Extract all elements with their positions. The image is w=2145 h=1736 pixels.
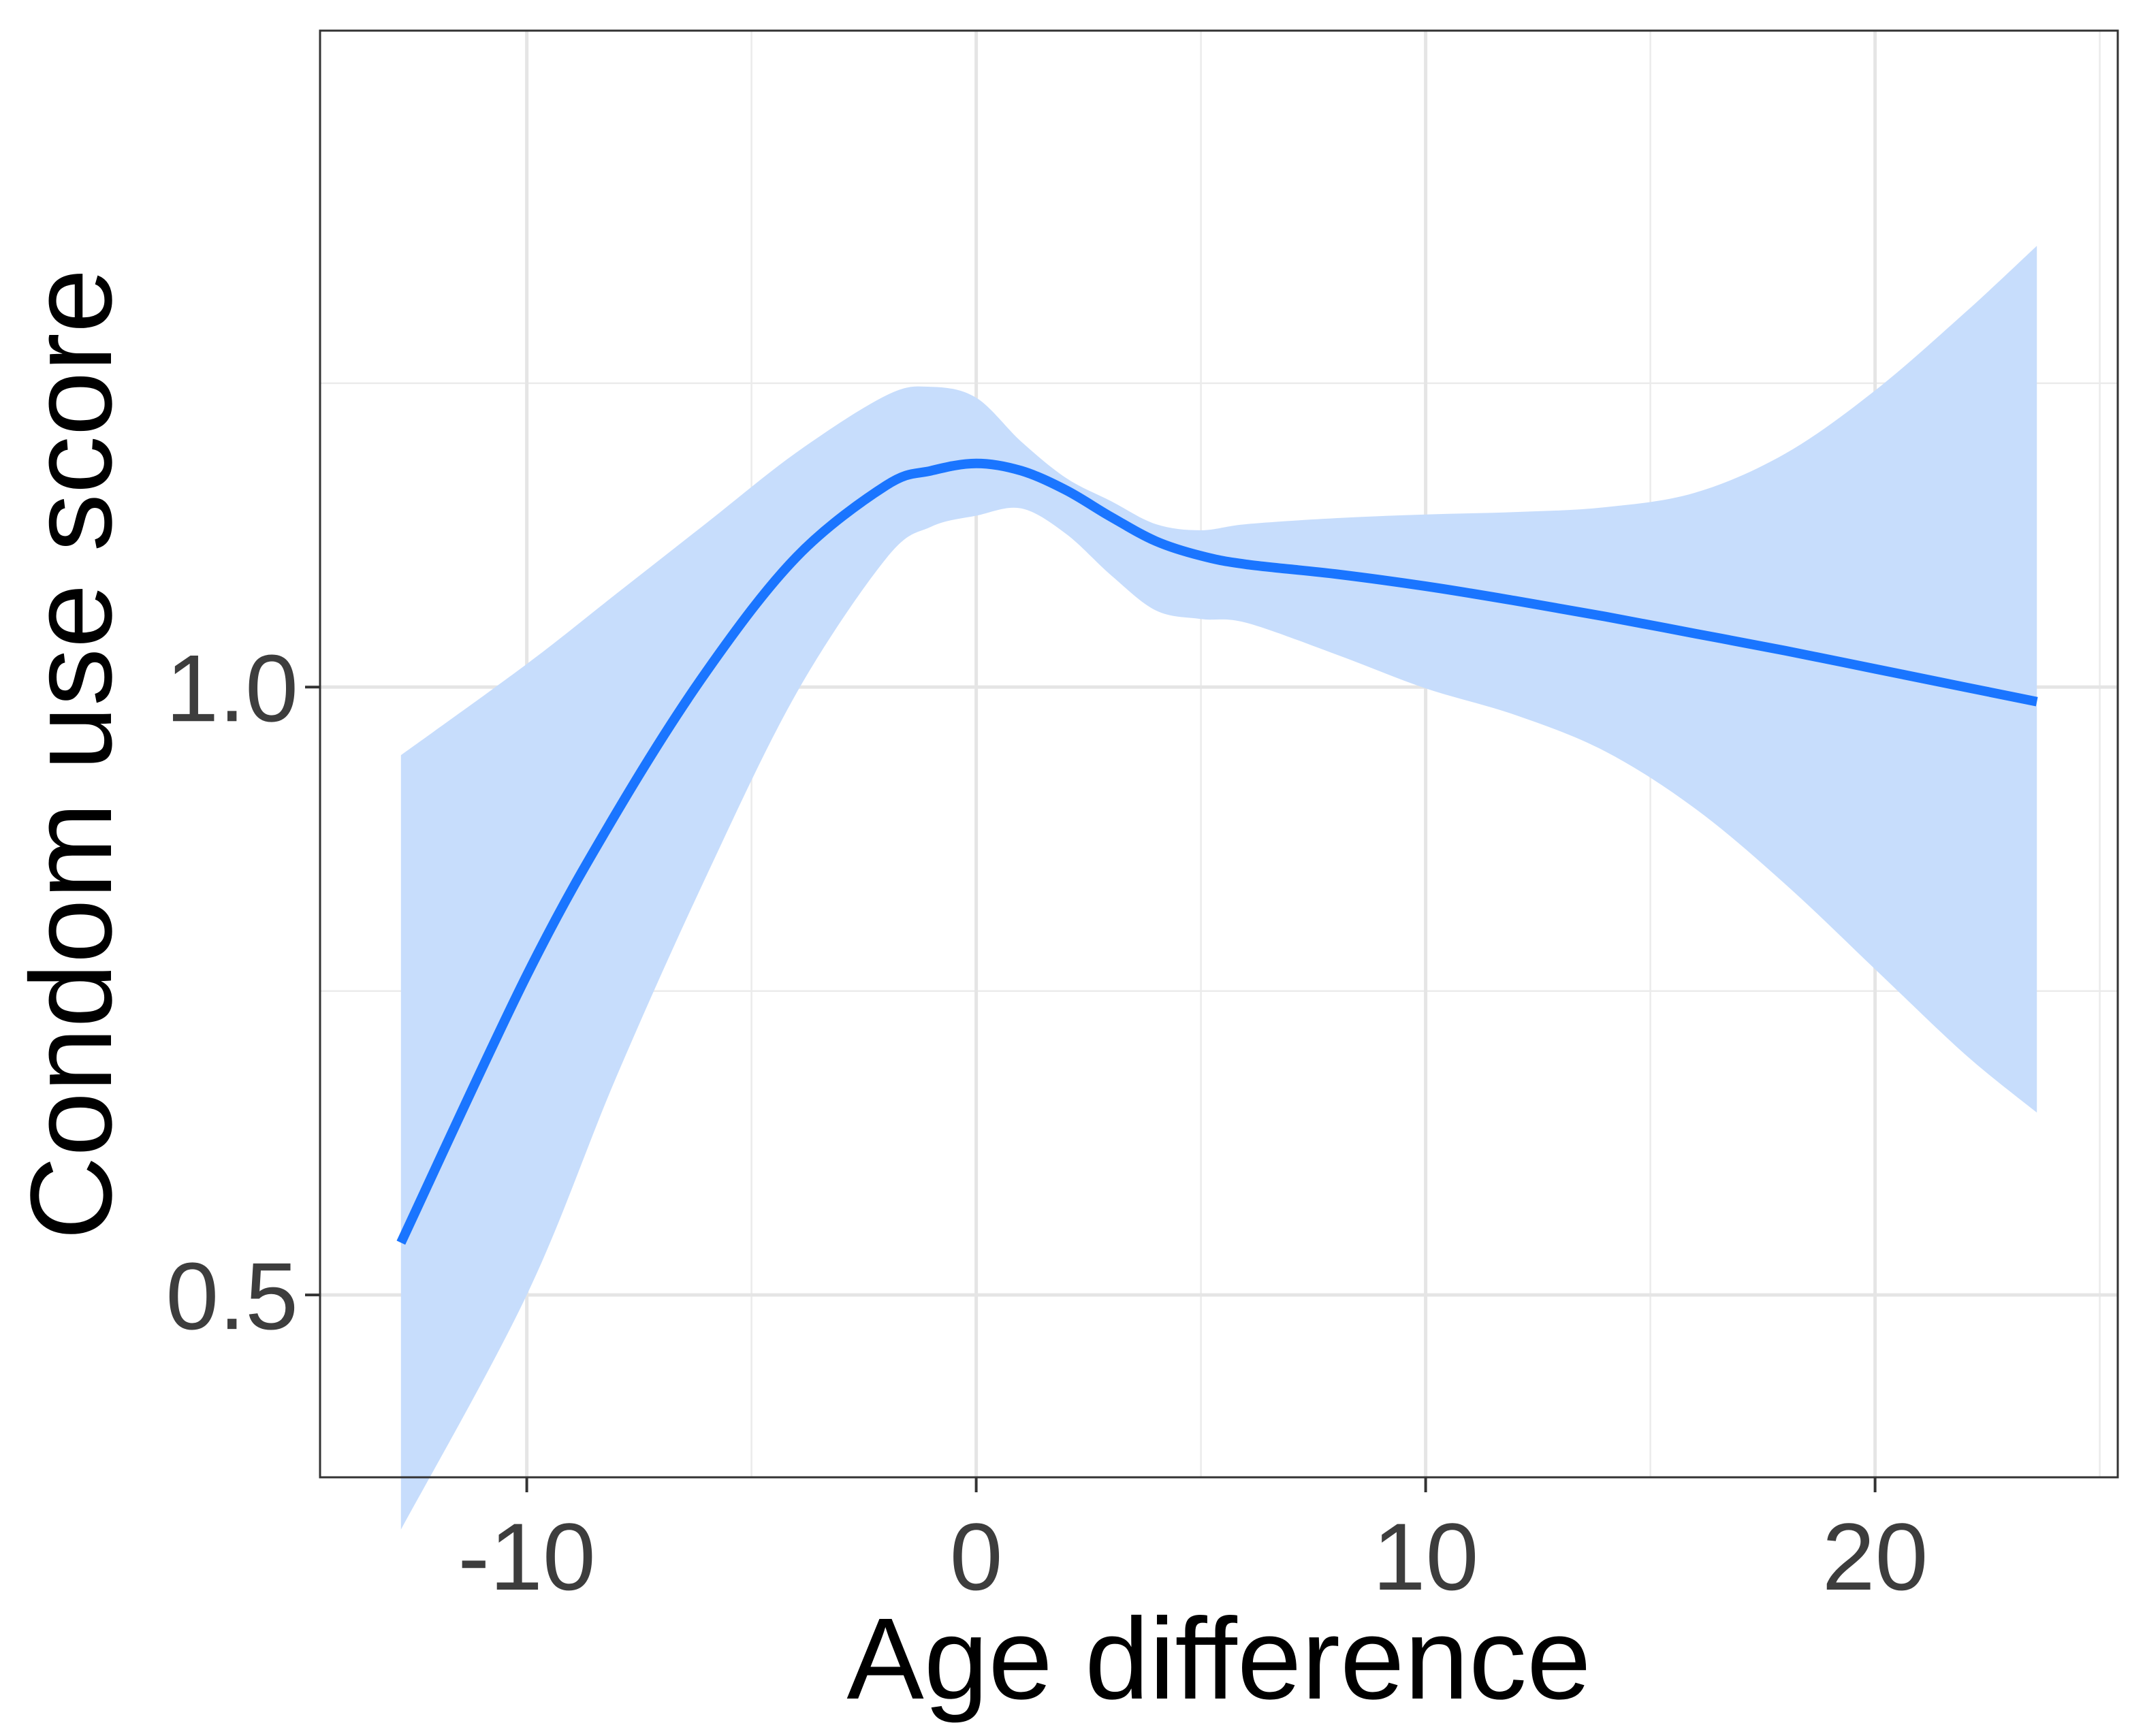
x-tick-labels: -10 0 10 20 <box>458 1503 1928 1610</box>
y-tick-label: 1.0 <box>165 634 298 741</box>
x-tick-label: 0 <box>950 1503 1003 1610</box>
x-tick-label: 20 <box>1822 1503 1928 1610</box>
x-tick-label: 10 <box>1373 1503 1479 1610</box>
y-axis-title: Condom use score <box>7 269 136 1240</box>
confidence-band <box>400 246 2037 1530</box>
smooth-fit-line <box>396 458 2038 1245</box>
x-tick-label: -10 <box>458 1503 595 1610</box>
y-tick-label: 0.5 <box>165 1242 298 1349</box>
x-axis-title: Age difference <box>846 1594 1591 1724</box>
axis-ticks <box>305 686 1877 1492</box>
y-tick-labels: 0.5 1.0 <box>165 634 298 1349</box>
plot-border <box>319 29 2119 1479</box>
